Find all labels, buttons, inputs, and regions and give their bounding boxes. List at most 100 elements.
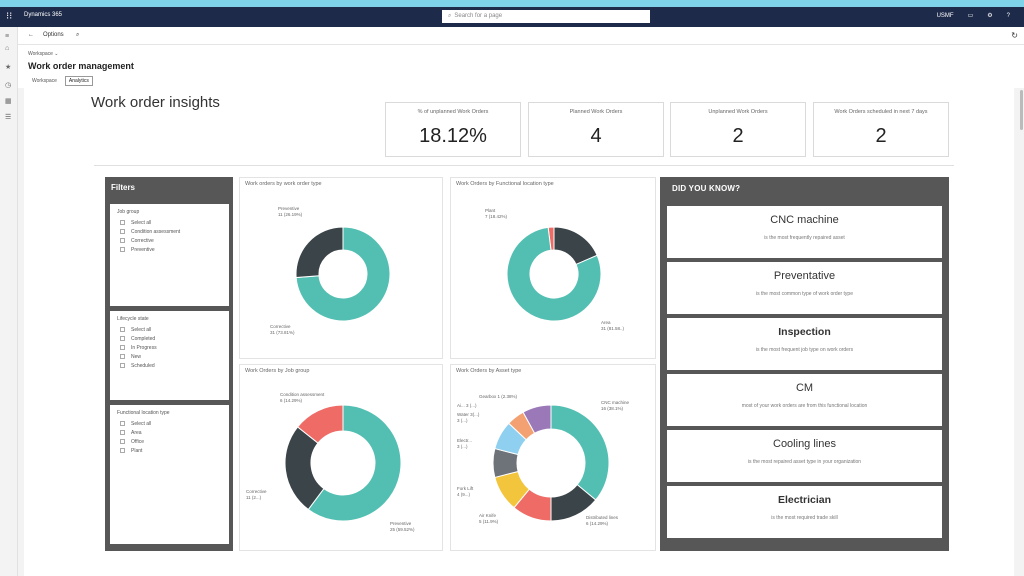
- refresh-icon[interactable]: ↻: [1011, 31, 1018, 40]
- kpi-card-unplanned-percent: % of unplanned Work Orders 18.12%: [385, 102, 521, 157]
- checkbox[interactable]: [120, 421, 125, 426]
- donut-svg: [284, 404, 402, 522]
- topbar-right-controls: USMF ▭ ⚙ ?: [936, 12, 1010, 20]
- fact-card: Cooling lines is the most repaired asset…: [667, 430, 942, 482]
- donut-svg: [506, 226, 602, 322]
- chart-work-orders-by-job-group: Work Orders by Job group Condition asses…: [239, 364, 443, 551]
- filter-group-functional-location-type: Functional location type Select all Area…: [110, 405, 229, 544]
- filter-group-title: Job group: [117, 209, 140, 215]
- donut-svg: [295, 226, 391, 322]
- filter-option[interactable]: Select all: [110, 325, 229, 334]
- options-button[interactable]: Options: [43, 32, 64, 38]
- search-box[interactable]: ⌕ Search for a page: [442, 10, 650, 23]
- filter-option[interactable]: Condition assessment: [110, 227, 229, 236]
- favorites-icon[interactable]: ★: [5, 64, 12, 71]
- modules-icon[interactable]: ☰: [5, 114, 12, 121]
- fact-card: CM most of your work orders are from thi…: [667, 374, 942, 426]
- data-label: Condition assessment 6 (14.29%): [280, 392, 325, 403]
- checkbox[interactable]: [120, 336, 125, 341]
- fact-card: CNC machine is the most frequently repai…: [667, 206, 942, 258]
- data-label: Fork Lift 4 (9...): [457, 486, 474, 497]
- filter-option[interactable]: In Progress: [110, 343, 229, 352]
- kpi-card-planned: Planned Work Orders 4: [528, 102, 664, 157]
- data-label: Air Knife 5 (11.9%): [479, 513, 499, 524]
- insights-title: Work order insights: [91, 94, 220, 111]
- checkbox[interactable]: [120, 354, 125, 359]
- checkbox[interactable]: [120, 229, 125, 234]
- navigation-rail: ≡ ⌂ ★ ◷ ▦ ☰: [0, 27, 18, 576]
- settings-icon[interactable]: ⚙: [987, 13, 993, 19]
- filter-option[interactable]: Completed: [110, 334, 229, 343]
- workspaces-icon[interactable]: ▦: [5, 98, 12, 105]
- home-icon[interactable]: ⌂: [5, 45, 10, 52]
- chart-title: Work Orders by Job group: [245, 368, 310, 374]
- filter-option[interactable]: Scheduled: [110, 361, 229, 370]
- data-label: Corrective 11 (2...): [246, 489, 267, 500]
- checkbox[interactable]: [120, 327, 125, 332]
- top-navigation-bar: ⁝⁝ Dynamics 365 ⌕ Search for a page USMF …: [0, 7, 1024, 27]
- filter-option[interactable]: New: [110, 352, 229, 361]
- checkbox[interactable]: [120, 430, 125, 435]
- filter-option[interactable]: Select all: [110, 419, 229, 428]
- slice-preventive[interactable]: [307, 404, 402, 522]
- filters-panel: Filters Job group Select all Condition a…: [105, 177, 233, 551]
- checkbox[interactable]: [120, 363, 125, 368]
- slice-corrective[interactable]: [295, 226, 391, 322]
- notifications-icon[interactable]: ▭: [967, 13, 974, 19]
- chart-title: Work Orders by Asset type: [456, 368, 522, 374]
- fact-description: most of your work orders are from this f…: [741, 403, 868, 409]
- chart-work-orders-by-asset-type: Work Orders by Asset type CNC machine 16 …: [450, 364, 656, 551]
- tab-workspace[interactable]: Workspace: [32, 78, 57, 84]
- kpi-label: Unplanned Work Orders: [708, 109, 768, 115]
- slice-gearbox[interactable]: [522, 404, 552, 434]
- accent-strip: [0, 0, 1024, 7]
- fact-heading: Preventative: [773, 270, 836, 282]
- checkbox[interactable]: [120, 448, 125, 453]
- slice-cnc-machine[interactable]: [550, 404, 610, 501]
- checkbox[interactable]: [120, 439, 125, 444]
- data-label: Preventive 11 (26.19%): [278, 206, 303, 217]
- company-selector[interactable]: USMF: [936, 12, 954, 19]
- did-you-know-title: DID YOU KNOW?: [672, 184, 741, 193]
- filter-option[interactable]: Plant: [110, 446, 229, 455]
- donut-svg: [492, 404, 610, 522]
- filter-group-title: Lifecycle state: [117, 316, 149, 322]
- fact-card: Preventative is the most common type of …: [667, 262, 942, 314]
- page-header: Workspace ⌄ Work order management Worksp…: [18, 45, 1024, 88]
- help-icon[interactable]: ?: [1006, 12, 1010, 19]
- vertical-scrollbar[interactable]: [1020, 90, 1023, 130]
- action-search-icon[interactable]: ⌕: [76, 32, 80, 38]
- app-title[interactable]: Dynamics 365: [24, 12, 63, 18]
- fact-heading: Cooling lines: [773, 438, 836, 450]
- filter-option[interactable]: Corrective: [110, 236, 229, 245]
- fact-description: is the most common type of work order ty…: [756, 291, 853, 297]
- data-label: Gearbox 1 (2.38%): [479, 394, 518, 399]
- filter-option[interactable]: Office: [110, 437, 229, 446]
- checkbox[interactable]: [120, 345, 125, 350]
- fact-heading: Electrician: [777, 494, 832, 506]
- slice-condition-assessment[interactable]: [296, 404, 344, 444]
- recent-icon[interactable]: ◷: [5, 82, 12, 89]
- filter-option[interactable]: Area: [110, 428, 229, 437]
- fact-heading: Inspection: [778, 326, 831, 338]
- kpi-label: Work Orders scheduled in next 7 days: [834, 109, 928, 115]
- slice-area[interactable]: [506, 226, 602, 322]
- fact-description: is the most repaired asset type in your …: [747, 459, 862, 465]
- kpi-label: Planned Work Orders: [569, 109, 623, 115]
- checkbox[interactable]: [120, 220, 125, 225]
- data-label: Plant 7 (18.42%): [485, 208, 508, 219]
- breadcrumb[interactable]: Workspace ⌄: [28, 51, 59, 57]
- section-divider: [94, 165, 954, 166]
- hamburger-icon[interactable]: ≡: [5, 33, 10, 40]
- fact-card: Electrician is the most required trade s…: [667, 486, 942, 538]
- app-launcher-icon[interactable]: ⁝⁝: [6, 11, 13, 22]
- back-arrow-icon[interactable]: ←: [28, 32, 34, 38]
- tab-analytics[interactable]: Analytics: [64, 76, 93, 86]
- filters-title: Filters: [111, 183, 136, 192]
- filter-option[interactable]: Preventive: [110, 245, 229, 254]
- checkbox[interactable]: [120, 238, 125, 243]
- fact-description: is the most frequently repaired asset: [764, 235, 845, 241]
- slice-preventive[interactable]: [295, 226, 344, 279]
- checkbox[interactable]: [120, 247, 125, 252]
- filter-option[interactable]: Select all: [110, 218, 229, 227]
